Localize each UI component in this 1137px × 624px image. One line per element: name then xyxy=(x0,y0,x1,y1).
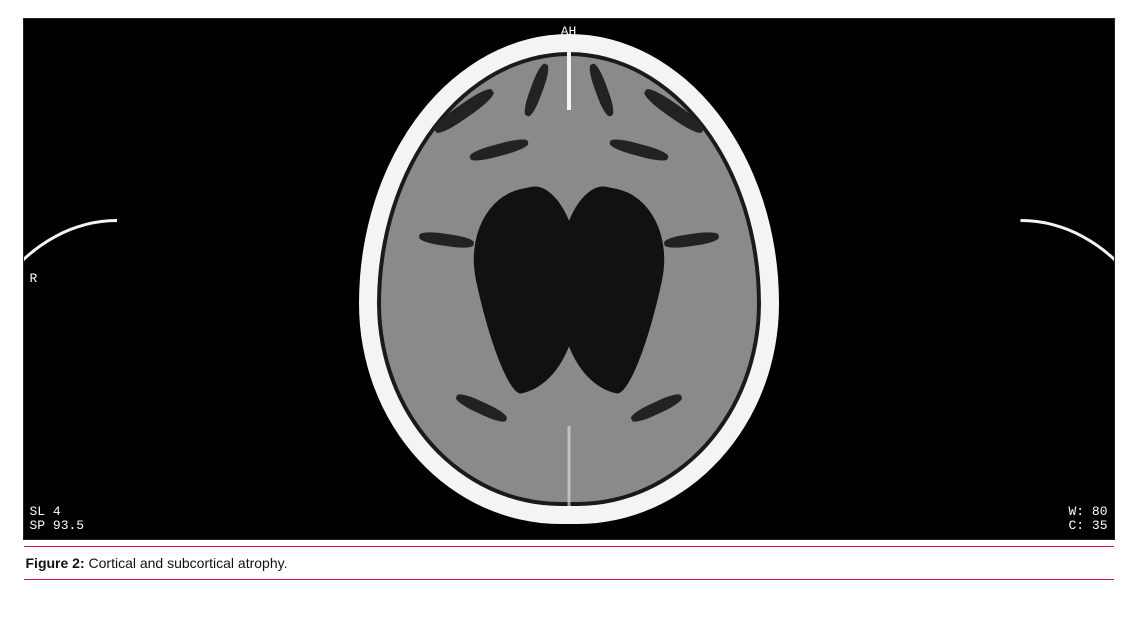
ventricle-third xyxy=(552,264,586,324)
overlay-line: SP 93.5 xyxy=(30,518,85,533)
caption-rule-bottom xyxy=(24,579,1114,580)
falx-anterior xyxy=(567,50,571,110)
overlay-orientation-top: AH xyxy=(561,25,577,39)
figure-caption: Figure 2: Cortical and subcortical atrop… xyxy=(24,547,1114,579)
head-holder-left xyxy=(23,219,280,540)
overlay-slice-info: SL 4 SP 93.5 xyxy=(30,505,85,533)
ct-image-frame: AH R SL 4 SP 93.5 W: 80 C: 35 xyxy=(23,18,1115,540)
page: AH R SL 4 SP 93.5 W: 80 C: 35 Figure 2: … xyxy=(0,0,1137,588)
falx-posterior xyxy=(567,426,570,506)
overlay-orientation-side: R xyxy=(30,272,38,286)
overlay-line: W: 80 xyxy=(1068,504,1107,519)
ct-brain-schematic xyxy=(359,34,779,524)
overlay-window-info: W: 80 C: 35 xyxy=(1068,505,1107,533)
figure-label: Figure 2: xyxy=(26,555,85,571)
caption-block: Figure 2: Cortical and subcortical atrop… xyxy=(24,546,1114,580)
head-holder-right xyxy=(858,219,1115,540)
figure-caption-text: Cortical and subcortical atrophy. xyxy=(89,555,288,571)
overlay-line: SL 4 xyxy=(30,504,61,519)
figure-wrap: AH R SL 4 SP 93.5 W: 80 C: 35 Figure 2: … xyxy=(0,0,1137,588)
overlay-line: C: 35 xyxy=(1068,518,1107,533)
